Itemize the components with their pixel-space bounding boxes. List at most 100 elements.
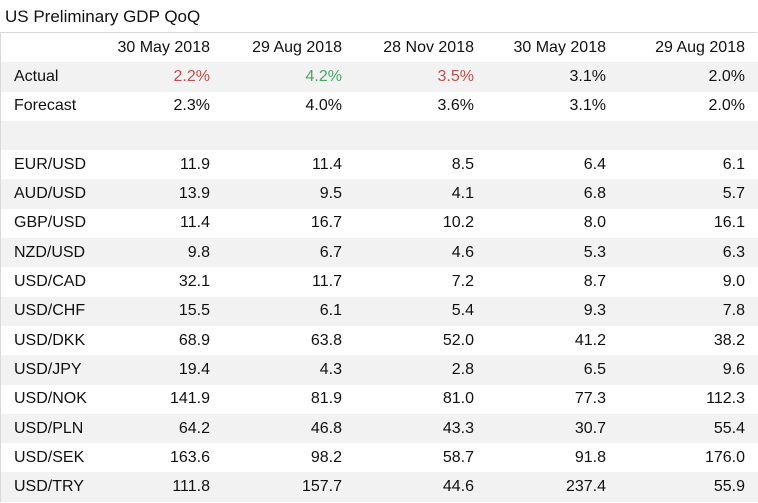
- pair-value: 112.3: [706, 390, 745, 408]
- column-header: 30 May 2018: [513, 38, 606, 56]
- pair-value: 6.1: [722, 155, 745, 173]
- pair-label: USD/JPY: [1, 355, 99, 385]
- pair-value: 32.1: [178, 273, 210, 291]
- pair-row: USD/NOK 141.9 81.9 81.0 77.3 112.3: [1, 385, 758, 414]
- pair-value: 5.4: [355, 296, 487, 326]
- pair-row: GBP/USD 11.4 16.7 10.2 8.0 16.1: [1, 209, 758, 238]
- forecast-row: Forecast 2.3% 4.0% 3.6% 3.1% 2.0%: [1, 92, 758, 121]
- actual-row: Actual 2.2% 4.2% 3.5% 3.1% 2.0%: [1, 62, 758, 92]
- row-label: Forecast: [14, 97, 77, 115]
- pair-value: 44.6: [355, 472, 487, 502]
- pair-value: 8.5: [451, 155, 474, 173]
- pair-value: 15.5: [99, 296, 223, 326]
- pair-value: 157.7: [223, 472, 355, 502]
- pair-label: USD/PLN: [1, 413, 99, 444]
- pair-row: USD/CHF 15.5 6.1 5.4 9.3 7.8: [1, 296, 758, 326]
- pair-value: 11.7: [312, 273, 342, 291]
- actual-value: 2.0%: [619, 62, 758, 92]
- pair-row: AUD/USD 13.9 9.5 4.1 6.8 5.7: [1, 179, 758, 209]
- pair-value: 46.8: [223, 413, 355, 444]
- pair-value: 6.7: [223, 238, 355, 268]
- pair-value: 52.0: [442, 331, 474, 349]
- pair-value: 11.4: [312, 155, 342, 173]
- pair-label: USD/DKK: [14, 331, 86, 349]
- pair-value: 8.0: [583, 214, 606, 232]
- header-row: 30 May 2018 29 Aug 2018 28 Nov 2018 30 M…: [1, 33, 758, 62]
- data-table-container: 30 May 2018 29 Aug 2018 28 Nov 2018 30 M…: [0, 32, 758, 502]
- pair-value: 4.3: [223, 355, 355, 385]
- column-header: 28 Nov 2018: [383, 38, 474, 56]
- forecast-value: 2.3%: [173, 97, 210, 115]
- pair-value: 91.8: [574, 448, 606, 466]
- forecast-value: 4.0%: [305, 97, 342, 115]
- gdp-data-table: 30 May 2018 29 Aug 2018 28 Nov 2018 30 M…: [1, 33, 758, 502]
- pair-value: 9.8: [99, 238, 223, 268]
- pair-label: AUD/USD: [1, 179, 99, 209]
- pair-value: 237.4: [487, 472, 619, 502]
- pair-row: NZD/USD 9.8 6.7 4.6 5.3 6.3: [1, 238, 758, 268]
- pair-value: 6.1: [223, 296, 355, 326]
- pair-value: 9.0: [722, 273, 745, 291]
- pair-value: 2.8: [355, 355, 487, 385]
- pair-value: 55.4: [619, 413, 758, 444]
- pair-label: USD/NOK: [14, 390, 87, 408]
- pair-label: USD/CHF: [1, 296, 99, 326]
- pair-label: USD/SEK: [14, 448, 85, 466]
- pair-row: USD/TRY 111.8 157.7 44.6 237.4 55.9: [1, 472, 758, 502]
- pair-value: 64.2: [99, 413, 223, 444]
- pair-row: EUR/USD 11.9 11.4 8.5 6.4 6.1: [1, 150, 758, 179]
- pair-value: 7.2: [451, 273, 474, 291]
- pair-value: 38.2: [713, 331, 745, 349]
- pair-row: USD/SEK 163.6 98.2 58.7 91.8 176.0: [1, 443, 758, 472]
- actual-value: 3.1%: [487, 62, 619, 92]
- pair-value: 43.3: [355, 413, 487, 444]
- pair-value: 16.7: [310, 214, 342, 232]
- pair-label: GBP/USD: [14, 214, 87, 232]
- pair-value: 81.0: [442, 390, 474, 408]
- actual-value: 3.5%: [355, 62, 487, 92]
- pair-value: 13.9: [99, 179, 223, 209]
- pair-label: EUR/USD: [14, 155, 87, 173]
- pair-value: 8.7: [583, 273, 606, 291]
- pair-value: 58.7: [442, 448, 474, 466]
- pair-row: USD/DKK 68.9 63.8 52.0 41.2 38.2: [1, 326, 758, 355]
- pair-value: 176.0: [704, 448, 745, 466]
- pair-row: USD/PLN 64.2 46.8 43.3 30.7 55.4: [1, 413, 758, 444]
- pair-value: 111.8: [99, 472, 223, 502]
- pair-value: 5.3: [487, 238, 619, 268]
- column-header: 30 May 2018: [117, 38, 210, 56]
- forecast-value: 2.0%: [708, 97, 745, 115]
- column-header: 29 Aug 2018: [655, 38, 745, 56]
- pair-value: 9.5: [223, 179, 355, 209]
- actual-value: 4.2%: [223, 62, 355, 92]
- pair-value: 41.2: [574, 331, 606, 349]
- pair-value: 30.7: [487, 413, 619, 444]
- pair-value: 68.9: [178, 331, 210, 349]
- pair-value: 77.3: [574, 390, 606, 408]
- pair-row: USD/CAD 32.1 11.7 7.2 8.7 9.0: [1, 267, 758, 296]
- pair-value: 141.9: [169, 390, 210, 408]
- forecast-value: 3.6%: [437, 97, 474, 115]
- row-label: Actual: [1, 62, 99, 92]
- pair-value: 6.3: [619, 238, 758, 268]
- pair-value: 9.3: [487, 296, 619, 326]
- pair-value: 11.4: [180, 214, 210, 232]
- pair-value: 7.8: [619, 296, 758, 326]
- pair-value: 6.8: [487, 179, 619, 209]
- table-title: US Preliminary GDP QoQ: [5, 7, 201, 26]
- pair-value: 6.5: [487, 355, 619, 385]
- pair-value: 6.4: [583, 155, 606, 173]
- actual-value: 2.2%: [99, 62, 223, 92]
- pair-value: 9.6: [619, 355, 758, 385]
- pair-value: 4.1: [355, 179, 487, 209]
- pair-label: USD/TRY: [1, 472, 99, 502]
- pair-value: 11.9: [180, 155, 210, 173]
- spacer-row: [1, 120, 758, 151]
- pair-label: NZD/USD: [1, 238, 99, 268]
- pair-value: 4.6: [355, 238, 487, 268]
- pair-value: 63.8: [310, 331, 342, 349]
- pair-value: 5.7: [619, 179, 758, 209]
- column-header: 29 Aug 2018: [252, 38, 342, 56]
- pair-value: 81.9: [310, 390, 342, 408]
- pair-label: USD/CAD: [14, 273, 87, 291]
